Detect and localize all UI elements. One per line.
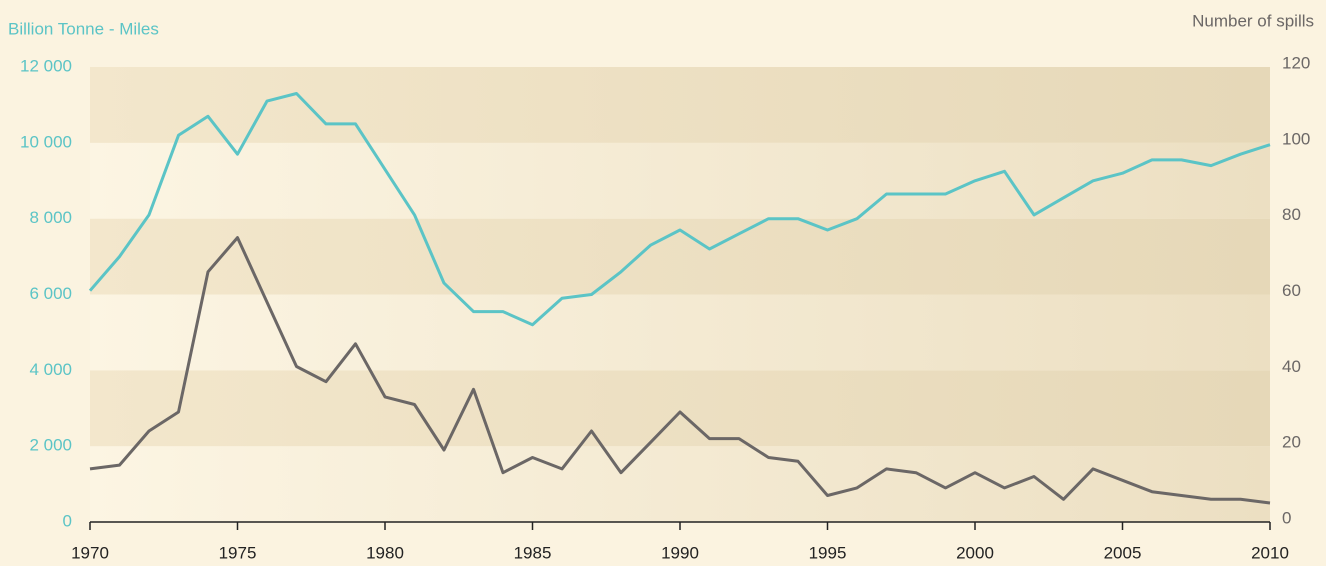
y2-tick-label: 60 bbox=[1282, 281, 1301, 300]
y-axis-title: Billion Tonne - Miles bbox=[8, 19, 159, 38]
x-tick-label: 1975 bbox=[219, 543, 257, 562]
y-tick-label: 12 000 bbox=[20, 56, 72, 75]
data-line bbox=[88, 92, 1271, 327]
x-tick-label: 2005 bbox=[1104, 543, 1142, 562]
y2-tick-label: 0 bbox=[1282, 508, 1291, 527]
grid-band bbox=[90, 142, 1270, 219]
x-tick-label: 1990 bbox=[661, 543, 699, 562]
y2-tick-label: 20 bbox=[1282, 433, 1301, 452]
grid-band bbox=[90, 446, 1270, 522]
x-tick-label: 1980 bbox=[366, 543, 404, 562]
y-tick-label: 2 000 bbox=[29, 436, 72, 455]
grid-band bbox=[90, 370, 1270, 447]
y-tick-label: 6 000 bbox=[29, 284, 72, 303]
y2-tick-label: 120 bbox=[1282, 53, 1310, 72]
y2-tick-label: 40 bbox=[1282, 357, 1301, 376]
x-tick-label: 1985 bbox=[514, 543, 552, 562]
x-tick-label: 2000 bbox=[956, 543, 994, 562]
y-tick-label: 8 000 bbox=[29, 208, 72, 227]
x-tick-label: 1995 bbox=[809, 543, 847, 562]
x-tick-label: 2010 bbox=[1251, 543, 1289, 562]
y2-axis-title: Number of spills bbox=[1192, 11, 1314, 30]
y-tick-label: 10 000 bbox=[20, 132, 72, 151]
grid-band bbox=[90, 294, 1270, 371]
x-tick-label: 1970 bbox=[71, 543, 109, 562]
y2-tick-label: 100 bbox=[1282, 129, 1310, 148]
grid-band bbox=[90, 67, 1270, 143]
data-line bbox=[89, 236, 1271, 505]
y-tick-label: 0 bbox=[63, 511, 72, 530]
y2-tick-label: 80 bbox=[1282, 205, 1301, 224]
y-tick-label: 4 000 bbox=[29, 360, 72, 379]
